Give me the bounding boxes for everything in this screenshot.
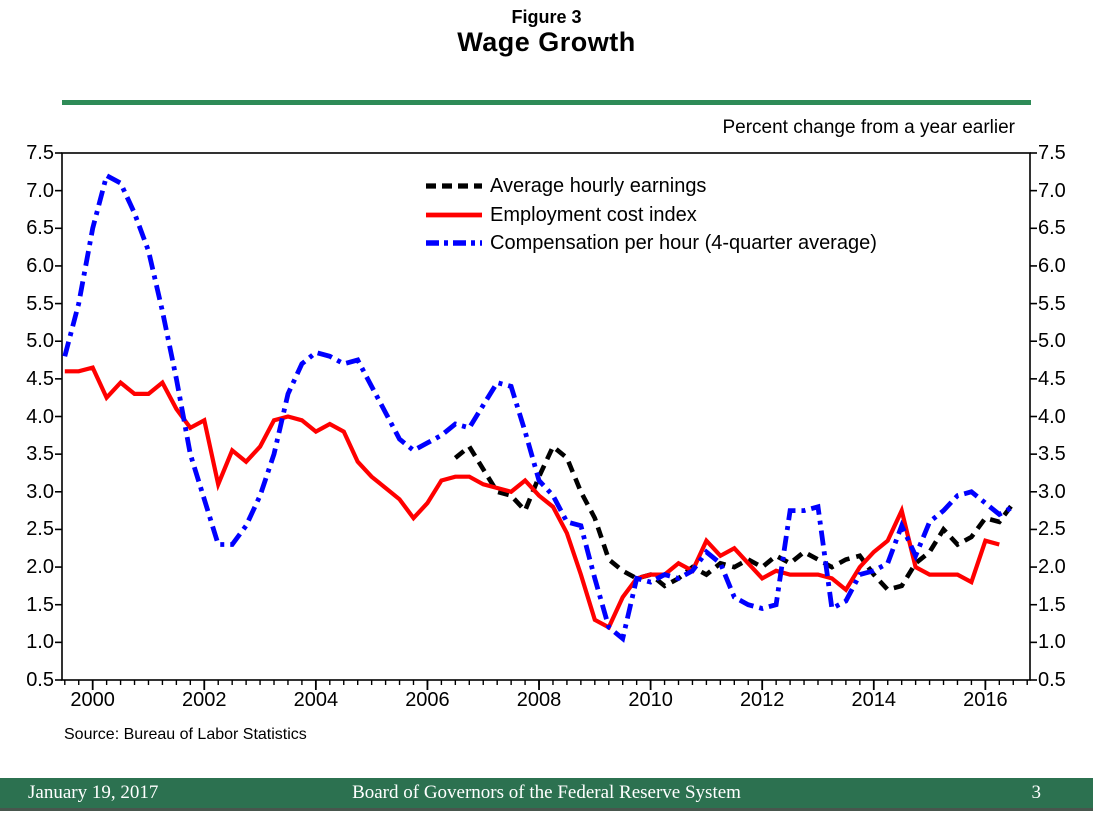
x-tick-label: 2012	[739, 689, 785, 711]
footer-organization: Board of Governors of the Federal Reserv…	[352, 782, 741, 803]
x-tick-label: 2010	[628, 689, 673, 711]
legend-label-average-hourly-earnings: Average hourly earnings	[490, 175, 707, 197]
page-title: Wage Growth	[457, 27, 636, 57]
y-tick-label-right: 3.0	[1038, 480, 1066, 503]
legend-label-compensation-per-hour: Compensation per hour (4-quarter average…	[490, 232, 877, 254]
legend-label-employment-cost-index: Employment cost index	[490, 204, 697, 226]
y-tick-label-left: 2.0	[26, 556, 54, 579]
y-tick-label-left: 5.0	[26, 330, 54, 353]
y-tick-label-right: 3.5	[1038, 443, 1066, 466]
x-tick-label: 2014	[851, 689, 897, 711]
y-tick-label-left: 3.5	[26, 443, 54, 466]
y-tick-label-right: 6.0	[1038, 254, 1066, 277]
y-tick-label-left: 7.5	[26, 142, 54, 164]
y-tick-label-left: 0.5	[26, 669, 54, 691]
x-tick-label: 2006	[405, 689, 450, 711]
y-tick-label-right: 6.5	[1038, 217, 1066, 240]
y-tick-label-left: 4.5	[26, 367, 54, 390]
y-tick-label-left: 3.0	[26, 480, 54, 503]
y-tick-label-left: 7.0	[26, 179, 54, 202]
y-tick-label-left: 2.5	[26, 518, 54, 541]
x-tick-label: 2016	[963, 689, 1008, 711]
y-tick-label-right: 7.0	[1038, 179, 1066, 202]
y-tick-label-right: 4.0	[1038, 405, 1066, 428]
x-tick-label: 2002	[182, 689, 227, 711]
footer-page-number: 3	[1031, 782, 1042, 803]
y-tick-label-right: 4.5	[1038, 367, 1066, 390]
footer-band: Board of Governors of the Federal Reserv…	[0, 778, 1093, 811]
x-tick-label: 2008	[516, 689, 562, 711]
footer-date: January 19, 2017	[28, 782, 159, 803]
x-tick-label: 2004	[293, 689, 339, 711]
y-tick-label-right: 7.5	[1038, 142, 1066, 164]
title-divider-rule	[62, 100, 1031, 105]
figure-number: Figure 3	[511, 7, 582, 27]
y-tick-label-right: 1.0	[1038, 631, 1066, 654]
y-tick-label-right: 2.5	[1038, 518, 1066, 541]
y-tick-label-left: 5.5	[26, 292, 54, 315]
y-tick-label-left: 4.0	[26, 405, 54, 428]
series-line-2	[62, 172, 1015, 643]
series-line-0	[453, 442, 1016, 593]
y-tick-label-right: 5.5	[1038, 292, 1066, 315]
y-tick-label-left: 1.0	[26, 631, 54, 654]
axis-units-note: Percent change from a year earlier	[722, 117, 1015, 138]
y-tick-label-right: 1.5	[1038, 593, 1066, 616]
y-tick-label-left: 6.5	[26, 217, 54, 240]
source-note: Source: Bureau of Labor Statistics	[64, 726, 307, 743]
series-line-1	[64, 365, 1000, 631]
y-tick-label-right: 5.0	[1038, 330, 1066, 353]
y-tick-label-left: 6.0	[26, 254, 54, 277]
y-tick-label-right: 2.0	[1038, 556, 1066, 579]
y-tick-label-left: 1.5	[26, 593, 54, 616]
x-tick-label: 2000	[70, 689, 115, 711]
y-tick-label-right: 0.5	[1038, 669, 1066, 691]
